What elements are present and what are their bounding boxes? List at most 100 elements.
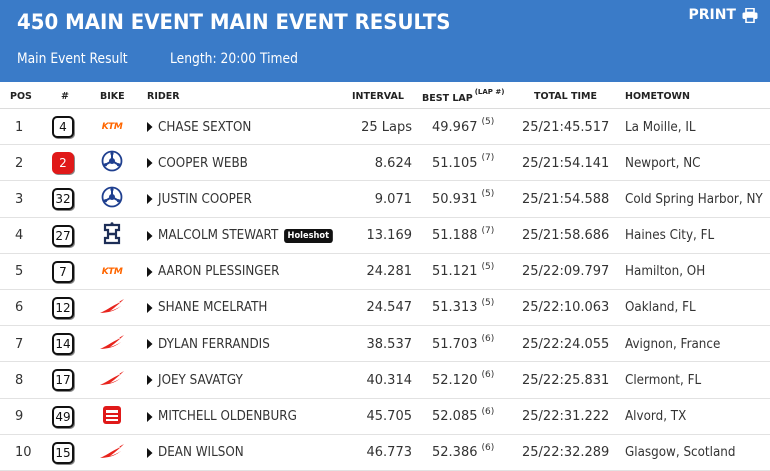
results-table: POS # BIKE RIDER INTERVAL BEST LAP(LAP #… xyxy=(0,82,770,471)
total-time: 25/22:31.222 xyxy=(522,409,610,424)
position: 5 xyxy=(15,264,24,280)
total-time: 25/22:10.063 xyxy=(522,300,610,316)
hometown: Oakland, FL xyxy=(625,300,696,316)
expand-caret-icon[interactable] xyxy=(147,266,153,277)
col-bike: BIKE xyxy=(100,91,125,102)
col-total-time: TOTAL TIME xyxy=(534,91,597,102)
hometown: Haines City, FL xyxy=(625,228,715,244)
rider-name[interactable]: JOEY SAVATGY xyxy=(158,372,243,388)
rider-number-cell: 4 xyxy=(52,109,74,145)
rider-number-cell: 27 xyxy=(52,218,74,254)
expand-caret-icon[interactable] xyxy=(147,447,153,458)
rider-number-cell: 14 xyxy=(52,326,74,362)
print-button[interactable]: PRINT xyxy=(688,7,758,23)
rider-name[interactable]: DYLAN FERRANDIS xyxy=(158,336,270,352)
position: 4 xyxy=(15,228,24,244)
rider-name[interactable]: AARON PLESSINGER xyxy=(158,264,280,280)
best-lap-number: (5) xyxy=(481,117,495,127)
best-lap-number: (7) xyxy=(481,225,495,236)
rider-number: 32 xyxy=(52,188,74,211)
interval: 24.547 xyxy=(366,300,413,316)
interval: 24.281 xyxy=(366,264,413,280)
yamaha-logo-icon xyxy=(101,150,123,176)
best-lap: 52.120 xyxy=(432,372,478,388)
expand-caret-icon[interactable] xyxy=(147,339,153,350)
rider-number-cell: 32 xyxy=(52,181,74,217)
best-lap-cell: 51.188 (7) xyxy=(432,218,494,254)
expand-caret-icon[interactable] xyxy=(147,194,153,205)
expand-caret-icon[interactable] xyxy=(147,158,153,169)
interval: 46.773 xyxy=(366,445,413,461)
best-lap: 51.121 xyxy=(432,264,478,280)
position: 7 xyxy=(15,336,24,352)
total-time: 25/21:58.686 xyxy=(522,228,610,244)
rider-name[interactable]: JUSTIN COOPER xyxy=(158,191,252,207)
best-lap-cell: 51.703 (6) xyxy=(432,326,494,362)
table-row: 1 4 KTM CHASE SEXTON 25 Laps 49.967 (5) 25/21:4… xyxy=(0,109,770,146)
expand-caret-icon[interactable] xyxy=(147,122,153,132)
best-lap-cell: 51.313 (5) xyxy=(432,290,494,326)
rider-cell: SHANE MCELRATH xyxy=(147,290,267,326)
total-time: 25/22:25.831 xyxy=(522,372,610,388)
best-lap-number: (5) xyxy=(481,189,495,200)
position: 2 xyxy=(15,155,24,171)
beta-logo-icon xyxy=(101,404,123,430)
table-header: POS # BIKE RIDER INTERVAL BEST LAP(LAP #… xyxy=(0,82,770,109)
ktm-logo-icon: KTM xyxy=(101,266,123,277)
rider-number: 4 xyxy=(52,116,74,138)
honda-wing-icon xyxy=(99,443,125,463)
rider-name[interactable]: SHANE MCELRATH xyxy=(158,300,268,316)
rider-name[interactable]: COOPER WEBB xyxy=(158,155,248,171)
rider-name[interactable]: CHASE SEXTON xyxy=(158,119,252,135)
rider-name[interactable]: MITCHELL OLDENBURG xyxy=(158,409,297,424)
table-row: 8 17 JOEY SAVATGY 40.314 52.120 (6) 25/22:25.8… xyxy=(0,362,770,399)
rider-number: 17 xyxy=(52,369,74,392)
rider-cell: DEAN WILSON xyxy=(147,435,244,471)
expand-caret-icon[interactable] xyxy=(147,230,153,241)
rider-cell: DYLAN FERRANDIS xyxy=(147,326,270,362)
interval: 9.071 xyxy=(374,191,412,207)
rider-number: 14 xyxy=(52,333,74,356)
holeshot-badge: Holeshot xyxy=(283,228,333,243)
rider-number: 12 xyxy=(52,296,74,319)
rider-number-cell: 12 xyxy=(52,290,74,326)
bike-cell xyxy=(97,145,127,181)
race-length-label: Length: 20:00 Timed xyxy=(170,51,298,67)
rider-cell: JUSTIN COOPER xyxy=(147,181,252,217)
rider-number-cell: 2 xyxy=(52,145,74,181)
interval: 8.624 xyxy=(374,155,412,171)
rider-name[interactable]: DEAN WILSON xyxy=(158,445,244,461)
best-lap: 51.313 xyxy=(432,300,478,316)
print-label: PRINT xyxy=(688,7,736,23)
table-row: 9 49 MITCHELL OLDENBURG 45.705 52.085 (6) 25/2… xyxy=(0,399,770,435)
position: 8 xyxy=(15,372,24,388)
best-lap-cell: 52.120 (6) xyxy=(432,362,494,398)
table-row: 3 32 JUSTIN COOPER 9.071 50.931 (5) 25/21:54.5… xyxy=(0,181,770,218)
bike-cell xyxy=(97,399,127,435)
best-lap-number: (6) xyxy=(481,334,495,345)
hometown: Glasgow, Scotland xyxy=(625,445,736,461)
best-lap-number: (5) xyxy=(481,297,495,308)
table-row: 4 27 MALCOLM STEWART Holeshot 13.169 51.188 (7… xyxy=(0,218,770,254)
rider-cell: JOEY SAVATGY xyxy=(147,362,243,398)
hometown: Clermont, FL xyxy=(625,372,702,388)
rider-number-cell: 7 xyxy=(52,254,74,290)
expand-caret-icon[interactable] xyxy=(147,411,153,422)
honda-wing-icon xyxy=(99,334,125,354)
col-best-lap: BEST LAP(LAP #) xyxy=(422,88,504,104)
best-lap-cell: 51.121 (5) xyxy=(432,254,494,290)
best-lap-number: (5) xyxy=(481,261,495,272)
best-lap-number: (6) xyxy=(481,370,495,381)
expand-caret-icon[interactable] xyxy=(147,302,153,313)
hometown: Newport, NC xyxy=(625,155,701,171)
rider-name[interactable]: MALCOLM STEWART xyxy=(158,228,279,244)
position: 9 xyxy=(15,409,24,424)
position: 3 xyxy=(15,191,24,207)
best-lap-cell: 51.105 (7) xyxy=(432,145,494,181)
yamaha-logo-icon xyxy=(101,186,123,212)
best-lap: 49.967 xyxy=(432,119,478,135)
expand-caret-icon[interactable] xyxy=(147,375,153,386)
table-row: 2 2 COOPER WEBB 8.624 51.105 (7) 25/21:54.141 N… xyxy=(0,145,770,182)
table-row: 5 7 KTM AARON PLESSINGER 24.281 51.121 (5) 25/2… xyxy=(0,254,770,290)
total-time: 25/22:24.055 xyxy=(522,336,610,352)
